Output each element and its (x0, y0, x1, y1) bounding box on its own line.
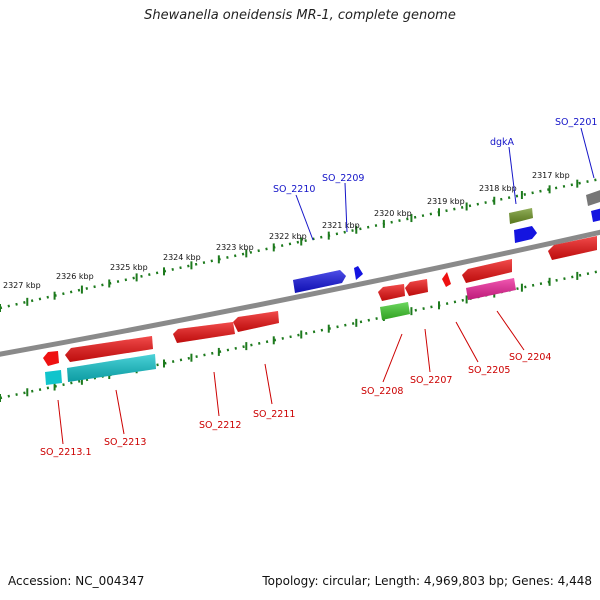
gene-label-so2205[interactable]: SO_2205 (468, 365, 510, 376)
gene-feature-so2205[interactable] (442, 272, 451, 287)
gene-feature-so2207[interactable] (405, 279, 428, 296)
gene-label-so2211[interactable]: SO_2211 (253, 409, 295, 420)
major-ticks (0, 179, 579, 402)
tick-label-2327: 2327 kbp (3, 281, 41, 290)
forward-genes (293, 188, 600, 293)
tick-label-2326: 2326 kbp (56, 272, 94, 281)
gene-label-so2204[interactable]: SO_2204 (509, 352, 551, 363)
gene-label-so2209[interactable]: SO_2209 (322, 173, 364, 184)
gene-feature-so2204[interactable] (462, 259, 516, 300)
gene-label-so2207[interactable]: SO_2207 (410, 375, 452, 386)
gene-label-so2208[interactable]: SO_2208 (361, 386, 403, 397)
tick-label-2323: 2323 kbp (216, 243, 254, 252)
accession-text: Accession: NC_004347 (8, 574, 145, 588)
gene-feature-so2210[interactable] (293, 270, 346, 293)
gene-label-dgka[interactable]: dgkA (490, 137, 515, 148)
gene-feature-so2201-red[interactable] (548, 236, 597, 260)
kbp-tick-labels: 2317 kbp 2318 kbp 2319 kbp 2320 kbp 2321… (3, 171, 570, 290)
gene-label-so2213-1[interactable]: SO_2213.1 (40, 447, 92, 458)
gene-feature-so2208[interactable] (378, 284, 410, 320)
gene-labels: SO_2201 dgkA SO_2209 SO_2210 SO_2204 SO_… (40, 117, 597, 458)
tick-label-2324: 2324 kbp (163, 253, 201, 262)
gene-label-so2201[interactable]: SO_2201 (555, 117, 597, 128)
genome-backbone (0, 229, 600, 357)
gene-feature-so2211[interactable] (233, 311, 279, 332)
tick-label-2322: 2322 kbp (269, 232, 307, 241)
map-title: Shewanella oneidensis MR-1, complete gen… (144, 8, 456, 23)
tick-label-2320: 2320 kbp (374, 209, 412, 218)
gene-label-so2213[interactable]: SO_2213 (104, 437, 146, 448)
gene-feature-dgka-blue[interactable] (514, 226, 537, 243)
gene-feature-so2201[interactable] (586, 188, 600, 222)
leader-lines (57, 127, 595, 445)
tick-label-2325: 2325 kbp (110, 263, 148, 272)
gene-feature-so2213[interactable] (65, 336, 156, 382)
gene-feature-so2212[interactable] (173, 322, 235, 343)
gene-label-so2210[interactable]: SO_2210 (273, 184, 315, 195)
tick-label-2318: 2318 kbp (479, 184, 517, 193)
gene-feature-so2209[interactable] (354, 266, 363, 280)
reverse-genes (43, 236, 597, 385)
gene-label-so2212[interactable]: SO_2212 (199, 420, 241, 431)
gene-feature-dgka[interactable] (509, 208, 533, 224)
tick-label-2319: 2319 kbp (427, 197, 465, 206)
gene-feature-so2213-1[interactable] (43, 351, 62, 385)
tick-label-2317: 2317 kbp (532, 171, 570, 180)
genome-summary-text: Topology: circular; Length: 4,969,803 bp… (262, 574, 592, 588)
tick-label-2321: 2321 kbp (322, 221, 360, 230)
